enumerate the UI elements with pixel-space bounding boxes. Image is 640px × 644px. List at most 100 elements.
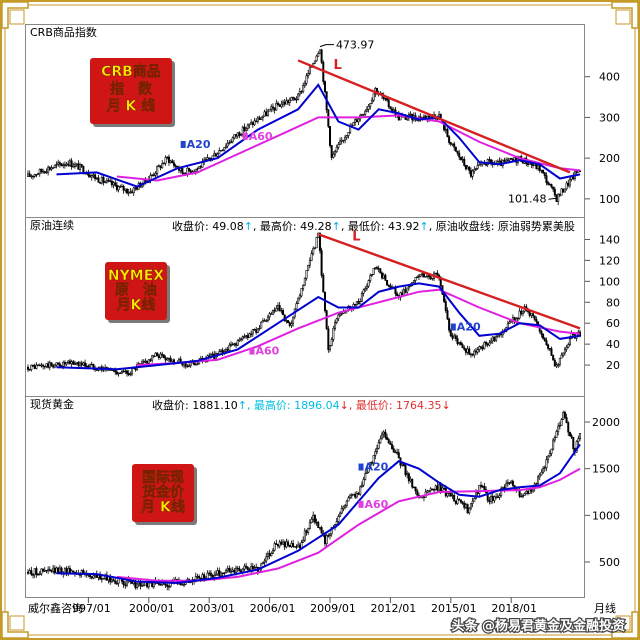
candle-body [35,364,38,369]
candle-body [404,289,407,293]
annotation-leader [319,44,334,48]
candle-body [419,274,422,277]
candle-body [194,168,197,172]
candle-body [372,455,375,464]
ma60-line [116,114,581,182]
candle-body [335,146,338,153]
candle-body [392,448,395,453]
candle-body [154,352,157,357]
candle-body [253,120,256,126]
candle-body [392,109,395,112]
candle-body [288,544,291,548]
stamp-text: 月K线 [116,296,156,313]
candle-body [89,364,92,367]
candle-body [255,329,258,333]
candle-body [394,451,397,454]
candle-body [282,541,285,545]
candle-body [94,174,97,180]
candle-body [189,170,192,174]
candle-body [320,49,323,63]
candle-body [421,273,424,275]
candle-body [134,581,137,588]
candle-body [263,320,266,322]
x-tick-label: 2009/01 [310,602,356,615]
candle-body [480,346,483,348]
candle-body [347,497,350,502]
x-tick-label: 2018/01 [491,602,537,615]
candle-body [55,164,58,166]
candle-body [48,569,51,571]
candle-body [354,119,357,123]
candle-body [303,530,306,541]
candle-body [115,371,118,375]
candle-body [560,354,563,359]
panel-title: CRB商品指数 [30,25,97,39]
candle-body [189,362,192,366]
candle-body [412,486,415,489]
candle-body [426,274,429,277]
candle-body [453,335,456,339]
candle-body [157,355,160,358]
candle-body [87,365,90,368]
candle-body [72,361,75,365]
candle-body [463,347,466,350]
ma-label: A20 [457,321,481,334]
candle-body [152,355,155,357]
candle-body [206,572,209,579]
candle-body [142,361,145,363]
candle-body [270,552,273,557]
candle-body [219,150,222,152]
candle-body [329,533,332,536]
candle-body [97,177,100,183]
stamp-background [105,262,167,320]
candle-body [32,574,35,576]
candle-body [427,490,430,492]
candle-body [471,500,474,504]
candle-body [518,310,521,319]
candle-body [230,141,233,143]
candle-body [543,467,546,469]
candle-body [513,157,516,161]
candle-body [500,488,503,496]
candle-body [273,543,276,551]
candle-body [255,120,258,123]
candle-body [285,541,288,548]
candle-body [461,158,464,161]
candle-body [30,570,33,575]
candle-body [375,448,378,452]
candle-body [72,166,75,168]
candle-body [124,584,127,586]
candle-body [243,126,246,131]
candle-body [198,576,201,579]
candle-body [260,117,263,120]
candle-body [525,491,528,494]
candle-body [545,459,548,468]
candle-body [305,75,308,84]
candle-body [466,348,469,353]
candle-body [406,117,409,120]
candle-body [67,163,70,166]
candle-body [297,544,300,548]
candle-body [238,132,241,136]
candle-body [263,111,266,117]
candle-body [181,167,184,174]
candle-body [476,349,479,353]
candle-body [568,178,571,186]
candle-body [95,369,98,371]
candle-body [92,174,95,176]
candle-body [75,362,78,364]
candle-body [372,268,375,275]
candle-body [565,346,568,350]
candle-body [461,344,464,349]
candle-body [276,305,279,309]
candle-body [436,485,439,491]
candle-body [322,274,325,293]
candle-body [183,172,186,175]
candle-body [547,182,550,185]
stat-arrow: ↑ [420,220,429,233]
candle-body [456,498,459,504]
candle-body [120,370,123,374]
candle-body [45,363,48,367]
candle-body [246,567,249,571]
